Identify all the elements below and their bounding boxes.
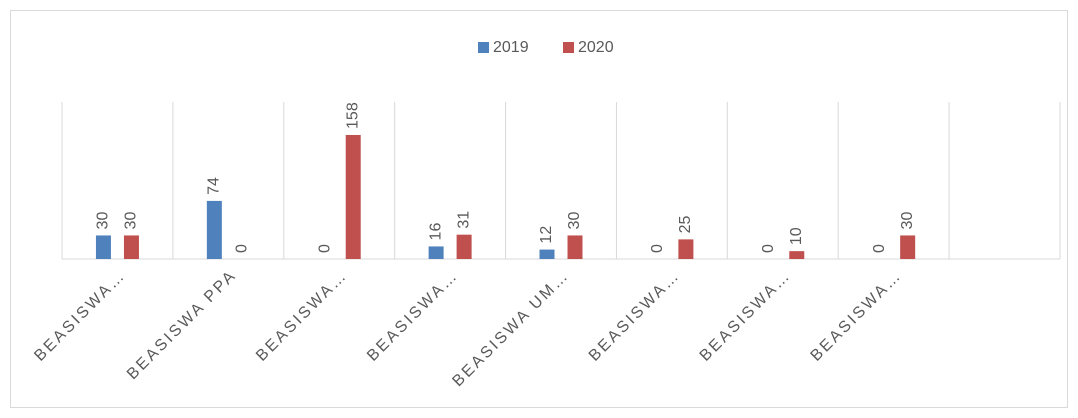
bar [539, 249, 555, 259]
data-label: 74 [206, 177, 223, 195]
bar [900, 235, 916, 259]
chart-border [10, 10, 1068, 408]
data-label: 30 [899, 212, 916, 230]
bar [789, 251, 805, 259]
bar [123, 235, 139, 259]
data-label: 0 [316, 244, 333, 253]
data-label: 30 [566, 212, 583, 230]
bar [428, 246, 444, 259]
data-label: 0 [649, 244, 666, 253]
data-label: 12 [538, 226, 555, 244]
data-label: 30 [123, 212, 140, 230]
data-label: 10 [788, 227, 805, 245]
data-label: 31 [455, 211, 472, 229]
data-label: 30 [95, 212, 112, 230]
data-label: 0 [234, 244, 251, 253]
bar [456, 234, 472, 259]
legend-label: 2020 [578, 39, 614, 56]
data-label: 158 [344, 102, 361, 129]
bar [95, 235, 111, 259]
bar [678, 239, 694, 259]
legend-swatch [563, 42, 574, 53]
data-label: 25 [677, 215, 694, 233]
data-label: 0 [871, 244, 888, 253]
data-label: 16 [427, 223, 444, 241]
data-label: 0 [760, 244, 777, 253]
bar [345, 134, 361, 259]
bar [206, 200, 222, 259]
legend-label: 2019 [493, 39, 529, 56]
bar [567, 235, 583, 259]
legend-swatch [478, 42, 489, 53]
